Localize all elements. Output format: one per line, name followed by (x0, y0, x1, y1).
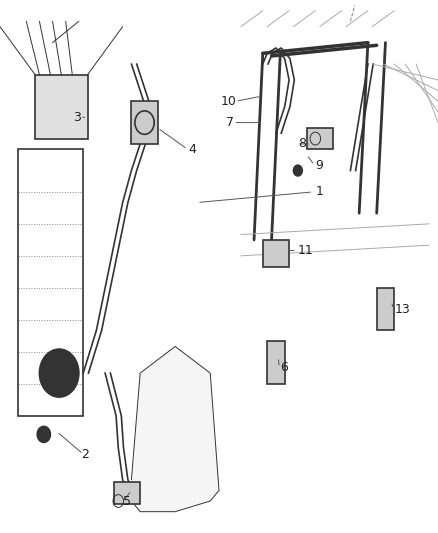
Bar (267, 341, 285, 384)
Text: 3: 3 (73, 111, 81, 124)
Bar (35, 75, 88, 139)
Text: 6: 6 (280, 361, 288, 374)
Text: 13: 13 (394, 303, 410, 316)
Circle shape (293, 165, 302, 176)
Bar (377, 288, 394, 330)
Circle shape (37, 426, 50, 442)
Bar (307, 128, 333, 149)
Text: 9: 9 (315, 159, 323, 172)
Text: 8: 8 (298, 138, 306, 150)
Bar (114, 482, 140, 504)
Text: 1: 1 (315, 185, 323, 198)
Text: 11: 11 (298, 244, 314, 257)
Text: 2: 2 (81, 448, 89, 461)
Bar (131, 101, 158, 144)
Text: 4: 4 (188, 143, 196, 156)
Text: 7: 7 (226, 116, 234, 129)
Bar (263, 240, 289, 266)
Polygon shape (131, 346, 219, 512)
Text: 5: 5 (123, 495, 131, 507)
Text: 10: 10 (221, 95, 237, 108)
Circle shape (39, 349, 79, 397)
Bar (18, 149, 83, 416)
